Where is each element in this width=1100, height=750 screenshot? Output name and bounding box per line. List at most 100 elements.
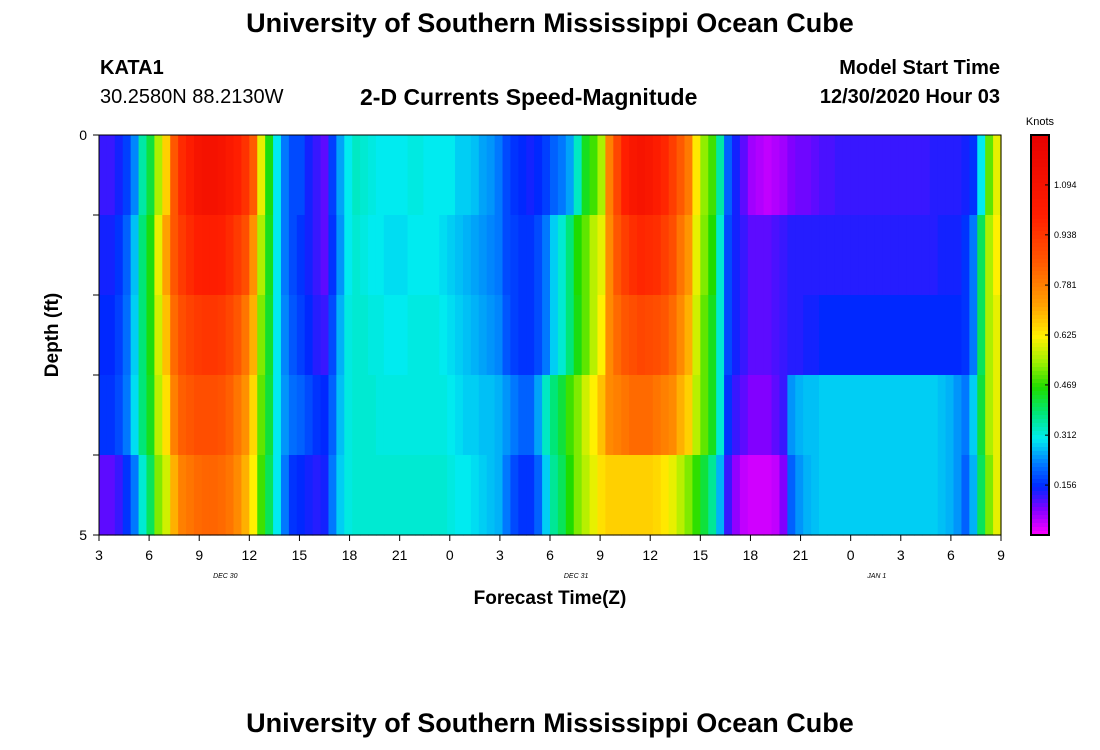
heatmap-cell [344,375,353,456]
heatmap-cell [209,455,219,536]
heatmap-cell [439,295,448,376]
heatmap-cell [534,375,543,456]
x-tick-label: 21 [793,547,809,563]
heatmap-cell [953,135,963,216]
heatmap-cell [929,375,939,456]
heatmap-cell [811,375,820,456]
heatmap-cell [423,295,432,376]
heatmap-cell [581,295,591,376]
heatmap-cell [304,215,314,296]
colorbar-segment [1031,355,1049,360]
x-tick-label: 9 [997,547,1005,563]
heatmap-cell [557,295,567,376]
heatmap-cell [178,135,187,216]
heatmap-cell [462,455,472,536]
heatmap-cell [850,455,860,536]
heatmap-cell [99,295,108,376]
heatmap-cell [162,375,171,456]
heatmap-cell [209,375,219,456]
heatmap-cell [114,455,124,536]
colorbar-segment [1031,391,1049,396]
heatmap-cell [178,455,187,536]
heatmap-cell [154,375,163,456]
heatmap-cell [961,215,970,296]
heatmap-cell [526,215,535,296]
heatmap-cell [779,215,788,296]
heatmap-cell [834,135,844,216]
heatmap-cell [336,455,345,536]
heatmap-cell [352,295,361,376]
station-coordinates: 30.2580N 88.2130W [100,86,284,108]
heatmap-cell [803,215,812,296]
heatmap-cell [186,375,195,456]
heatmap-cell [114,215,124,296]
heatmap-cell [573,215,583,296]
heatmap-cell [668,375,678,456]
heatmap-cell [874,455,883,536]
heatmap-cell [945,455,955,536]
x-tick-label: 12 [642,547,658,563]
heatmap-cell [249,135,258,216]
heatmap-cell [383,295,393,376]
colorbar-segment [1031,235,1049,240]
heatmap-cell [589,375,599,456]
heatmap-cell [581,135,591,216]
heatmap-cell [146,295,155,376]
heatmap-cell [913,375,923,456]
colorbar-segment [1031,327,1049,332]
x-tick-label: 18 [342,547,358,563]
heatmap-cell [130,135,140,216]
heatmap-cell [613,295,622,376]
colorbar-segment [1031,163,1049,168]
heatmap-cell [787,295,796,376]
heatmap-cell [826,135,836,216]
heatmap-cell [280,215,290,296]
heatmap-cell [217,295,227,376]
heatmap-cell [700,135,709,216]
heatmap-cell [755,135,765,216]
heatmap-cell [621,295,630,376]
colorbar-segment [1031,279,1049,284]
heatmap-cell [834,295,844,376]
heatmap-cell [486,135,496,216]
heatmap-cell [739,135,749,216]
heatmap-cell [565,375,575,456]
heatmap-cell [241,375,250,456]
heatmap-cell [375,295,385,376]
heatmap-cell [605,455,614,536]
heatmap-cell [890,215,899,296]
x-axis: 3 6 9 12 15 18 21 0 3 6 9 12 15 18 21 0 3 6 9 DEC 30 DEC 31 J… [95,535,1005,580]
heatmap-cell [755,375,765,456]
heatmap-cell [921,455,931,536]
heatmap-cell [193,375,203,456]
heatmap-cell [739,295,749,376]
heatmap-cell [233,295,243,376]
heatmap-cell [146,375,155,456]
heatmap-cell [953,455,963,536]
heatmap-cell [217,135,227,216]
heatmap-cell [360,455,369,536]
heatmap-cell [597,295,606,376]
heatmap-cell [850,295,860,376]
heatmap-cell [344,135,353,216]
heatmap-cell [550,375,559,456]
heatmap-cell [842,215,852,296]
heatmap-cell [415,295,424,376]
heatmap-cell [708,295,717,376]
colorbar-segment [1031,247,1049,252]
heatmap-cell [352,135,361,216]
heatmap-cell [249,295,258,376]
heatmap-cell [668,295,678,376]
heatmap-cell [368,455,377,536]
heatmap-cell [660,455,670,536]
heatmap-cell [834,375,844,456]
heatmap-cell [368,135,377,216]
heatmap-cell [478,455,488,536]
heatmap-cell [961,295,970,376]
heatmap-cell [708,135,717,216]
x-axis-title: Forecast Time(Z) [474,588,627,609]
heatmap-cell [312,295,322,376]
heatmap-cell [455,455,464,536]
heatmap-cell [573,375,583,456]
heatmap-cell [344,295,353,376]
